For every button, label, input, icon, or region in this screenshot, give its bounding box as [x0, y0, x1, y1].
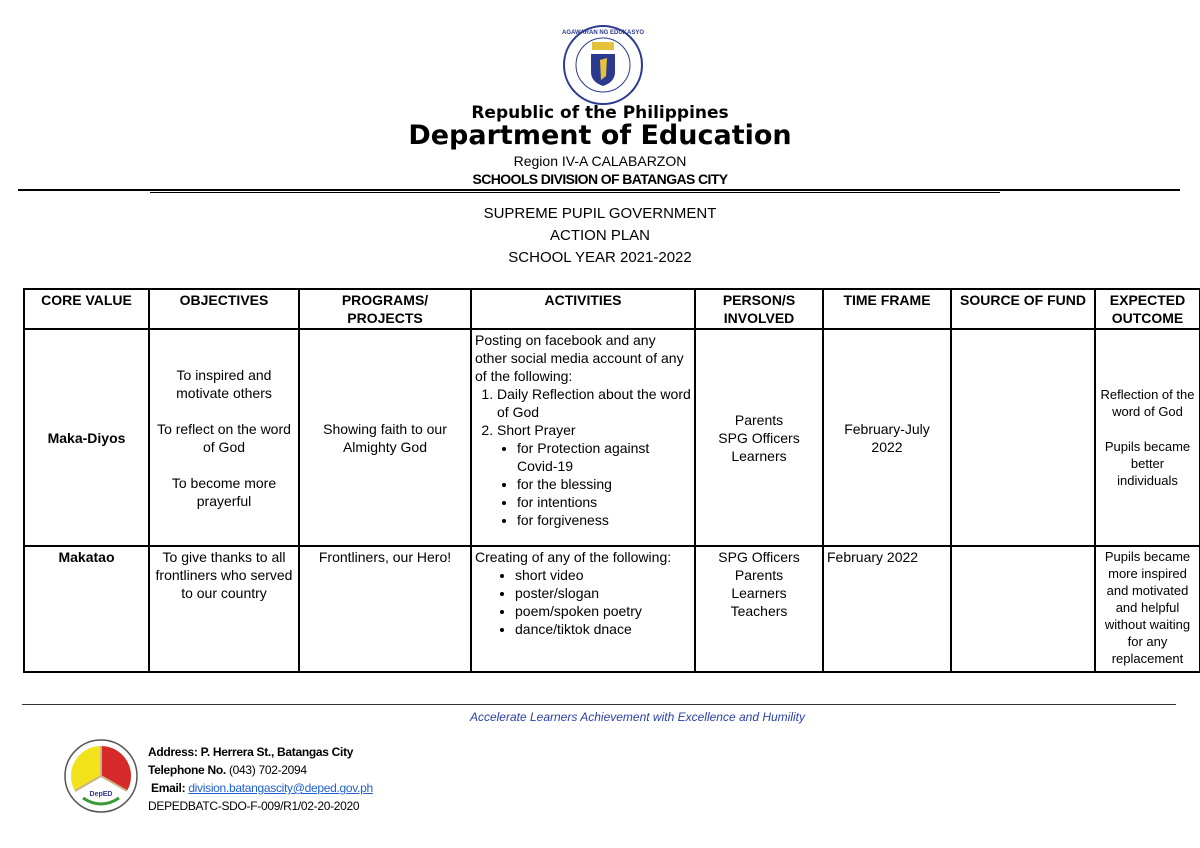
- telephone-value: (043) 702-2094: [228, 763, 307, 777]
- person-item: Parents: [734, 567, 784, 583]
- outcome-cell: Reflection of the word of God Pupils bec…: [1094, 328, 1200, 547]
- header-activities: ACTIVITIES: [470, 288, 696, 330]
- header-expected-outcome: EXPECTED OUTCOME: [1094, 288, 1200, 330]
- time-frame-cell: February-July 2022: [822, 328, 952, 547]
- header-source-of-fund: SOURCE OF FUND: [950, 288, 1096, 330]
- activities-intro: Posting on facebook and any other social…: [475, 332, 684, 384]
- source-of-fund-cell: [950, 545, 1096, 673]
- doc-title-org: SUPREME PUPIL GOVERNMENT: [483, 205, 717, 222]
- header-persons: PERSON/S INVOLVED: [694, 288, 824, 330]
- telephone-line: Telephone No. (043) 702-2094: [148, 763, 307, 777]
- sdo-batangas-logo: DepED: [64, 739, 138, 813]
- outcome-item: Pupils became better individuals: [1104, 439, 1191, 488]
- outcome-item: Pupils became more inspired and motivate…: [1104, 549, 1191, 666]
- division-heading: SCHOOLS DIVISION OF BATANGAS CITY: [472, 171, 728, 187]
- core-value-cell: Maka-Diyos: [23, 328, 150, 547]
- activity-bullet: short video: [515, 566, 691, 584]
- persons-cell: SPG Officers Parents Learners Teachers: [694, 545, 824, 673]
- objectives-cell: To give thanks to all frontliners who se…: [148, 545, 300, 673]
- objective-item: To inspired and motivate others: [176, 366, 272, 401]
- person-item: Teachers: [730, 603, 788, 619]
- activity-bullet: dance/tiktok dnace: [515, 620, 691, 638]
- svg-text:KAGAWARAN NG EDUKASYON: KAGAWARAN NG EDUKASYON: [562, 30, 644, 36]
- header-core-value: CORE VALUE: [23, 288, 150, 330]
- deped-seal-logo: KAGAWARAN NG EDUKASYON: [562, 25, 644, 105]
- header-programs: PROGRAMS/ PROJECTS: [298, 288, 472, 330]
- action-plan-table: CORE VALUE OBJECTIVES PROGRAMS/ PROJECTS…: [23, 288, 1200, 673]
- region-heading: Region IV-A CALABARZON: [513, 153, 687, 169]
- activities-cell: Posting on facebook and any other social…: [470, 328, 696, 547]
- persons-cell: Parents SPG Officers Learners: [694, 328, 824, 547]
- address-value: P. Herrera St., Batangas City: [200, 745, 354, 759]
- objective-item: To become more prayerful: [171, 474, 277, 509]
- activity-bullet: for forgiveness: [517, 511, 691, 529]
- person-item: SPG Officers: [718, 549, 800, 565]
- activities-cell: Creating of any of the following: short …: [470, 545, 696, 673]
- table-header-row: CORE VALUE OBJECTIVES PROGRAMS/ PROJECTS…: [23, 288, 1200, 330]
- source-of-fund-cell: [950, 328, 1096, 547]
- objective-item: To reflect on the word of God: [157, 420, 291, 455]
- activity-bullet: for intentions: [517, 493, 691, 511]
- activities-intro: Creating of any of the following:: [475, 549, 672, 565]
- table-row: Maka-Diyos To inspired and motivate othe…: [23, 328, 1200, 547]
- doc-title-plan: ACTION PLAN: [549, 227, 651, 244]
- telephone-label: Telephone No.: [148, 763, 226, 777]
- address-line: Address: P. Herrera St., Batangas City: [148, 745, 353, 759]
- svg-text:DepED: DepED: [90, 791, 113, 798]
- email-line: Email: division.batangascity@deped.gov.p…: [148, 781, 373, 795]
- program-cell: Showing faith to our Almighty God: [298, 328, 472, 547]
- activity-item: Daily Reflection about the word of God: [497, 385, 691, 421]
- program-cell: Frontliners, our Hero!: [298, 545, 472, 673]
- table-row: Makatao To give thanks to all frontliner…: [23, 545, 1200, 673]
- footer-motto: Accelerate Learners Achievement with Exc…: [469, 710, 805, 724]
- objectives-cell: To inspired and motivate others To refle…: [148, 328, 300, 547]
- outcome-cell: Pupils became more inspired and motivate…: [1094, 545, 1200, 673]
- person-item: SPG Officers: [718, 429, 800, 446]
- doc-title-year: SCHOOL YEAR 2021-2022: [508, 249, 692, 266]
- activity-label: Short Prayer: [497, 422, 576, 438]
- person-item: Learners: [731, 447, 787, 464]
- republic-heading: Republic of the Philippines: [471, 103, 729, 123]
- activity-bullet: poem/spoken poetry: [515, 602, 691, 620]
- department-heading: Department of Education: [408, 120, 792, 151]
- core-value-cell: Makatao: [23, 545, 150, 673]
- person-item: Learners: [731, 585, 787, 601]
- time-frame-cell: February 2022: [822, 545, 952, 673]
- form-code: DEPEDBATC-SDO-F-009/R1/02-20-2020: [148, 799, 360, 813]
- activity-bullet: for Protection against Covid-19: [517, 439, 691, 475]
- activity-bullet: poster/slogan: [515, 584, 691, 602]
- outcome-item: Reflection of the word of God: [1100, 387, 1195, 419]
- header-objectives: OBJECTIVES: [148, 288, 300, 330]
- activity-bullet: for the blessing: [517, 475, 691, 493]
- address-label: Address:: [148, 745, 198, 759]
- footer-divider: [22, 704, 1176, 705]
- email-link[interactable]: division.batangascity@deped.gov.ph: [188, 781, 373, 795]
- header-divider-thin: [150, 192, 1000, 193]
- email-label: Email:: [151, 781, 186, 795]
- activity-item: Short Prayer for Protection against Covi…: [497, 421, 691, 529]
- person-item: Parents: [734, 411, 784, 428]
- header-time-frame: TIME FRAME: [822, 288, 952, 330]
- header-divider: [18, 189, 1180, 191]
